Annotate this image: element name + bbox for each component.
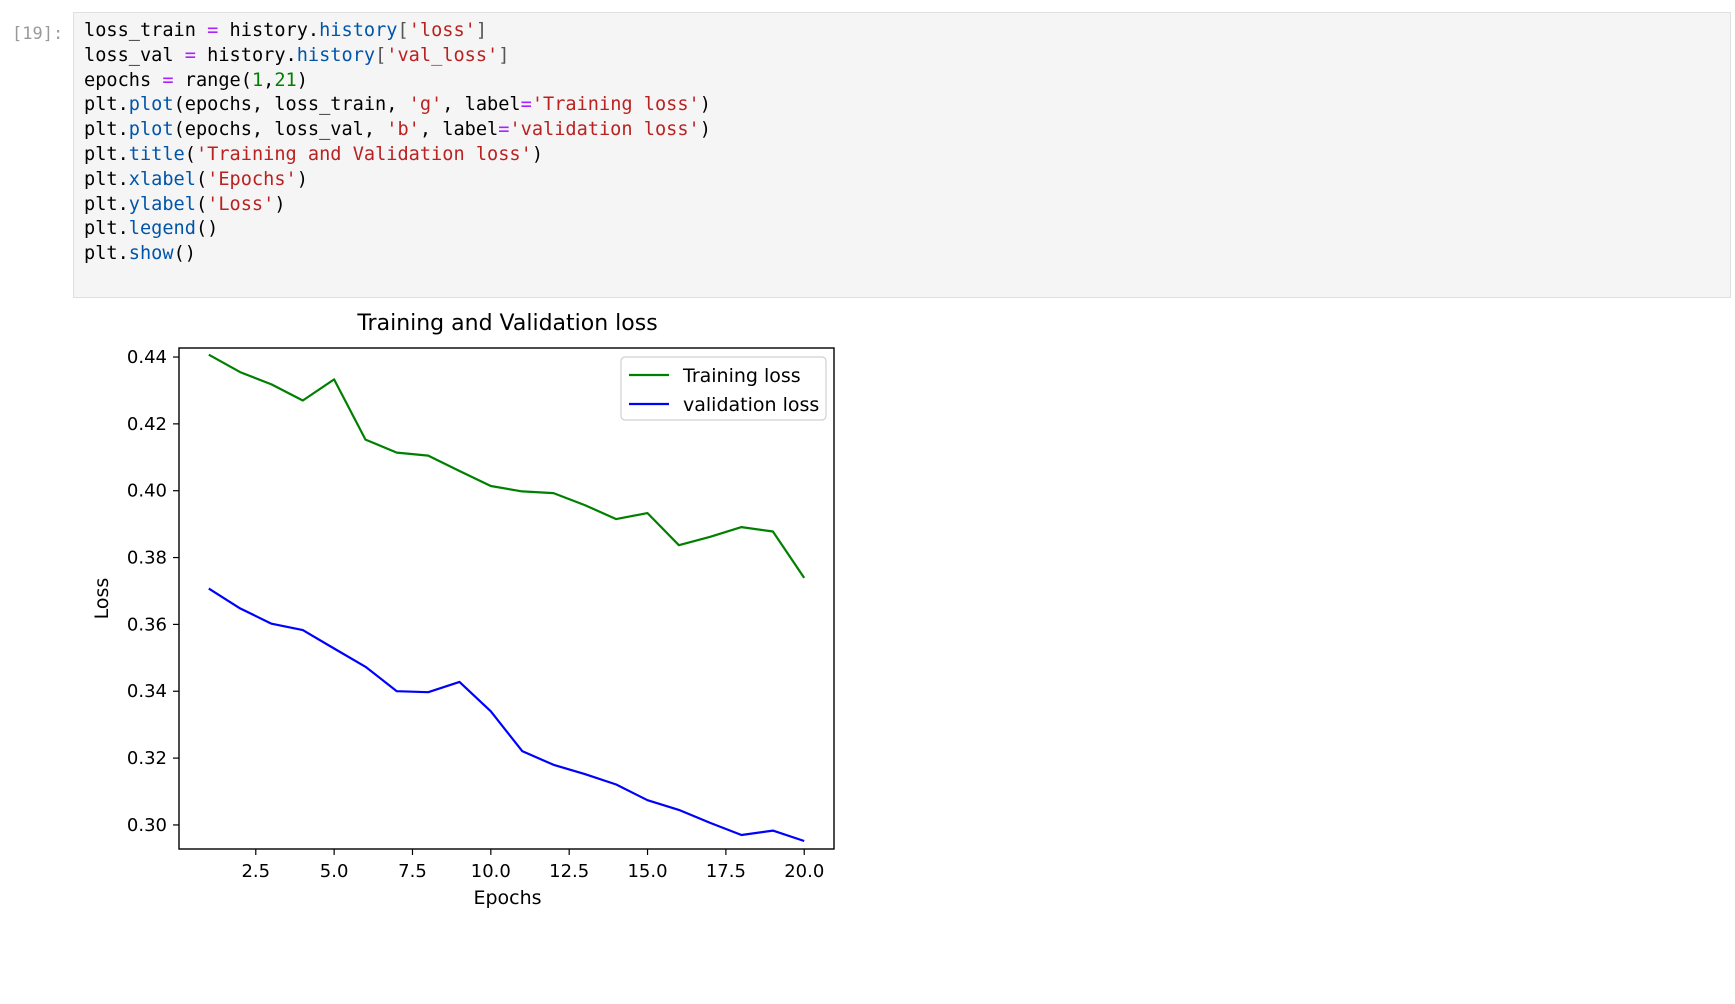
code-token xyxy=(151,70,162,91)
code-token: , xyxy=(263,70,274,91)
code-token: 21 xyxy=(274,70,296,91)
code-token: [ xyxy=(375,45,386,66)
code-token: [ xyxy=(397,20,408,41)
y-tick-label: 0.40 xyxy=(127,481,167,502)
x-axis-label: Epochs xyxy=(473,887,541,909)
y-tick-label: 0.38 xyxy=(127,548,167,569)
code-token: 'loss' xyxy=(409,20,476,41)
code-token: epochs xyxy=(84,70,151,91)
code-line: plt.title('Training and Validation loss'… xyxy=(84,142,543,168)
chart-title: Training and Validation loss xyxy=(356,311,657,336)
code-token: ] xyxy=(498,45,509,66)
plot-frame xyxy=(179,348,834,849)
code-token: plt. xyxy=(84,94,129,115)
code-token: loss_train xyxy=(84,20,196,41)
code-token: plt. xyxy=(84,144,129,165)
code-token: , label xyxy=(442,94,520,115)
code-token: = xyxy=(162,70,173,91)
code-token: legend xyxy=(129,218,196,239)
code-token: ] xyxy=(476,20,487,41)
code-token: ) xyxy=(700,119,711,140)
code-token: plt. xyxy=(84,119,129,140)
code-token: 'Training loss' xyxy=(532,94,700,115)
code-token: 'Epochs' xyxy=(207,169,297,190)
code-token: history. xyxy=(196,45,297,66)
code-token: 'validation loss' xyxy=(509,119,699,140)
code-token: 'Training and Validation loss' xyxy=(196,144,532,165)
code-token: , label xyxy=(420,119,498,140)
y-tick-label: 0.36 xyxy=(127,614,167,635)
code-token: ( xyxy=(196,169,207,190)
code-token: plt. xyxy=(84,169,129,190)
code-token: title xyxy=(129,144,185,165)
code-token: loss_val xyxy=(84,45,174,66)
x-tick-label: 12.5 xyxy=(549,861,589,882)
y-tick-label: 0.30 xyxy=(127,815,167,836)
code-token: plt. xyxy=(84,243,129,264)
loss-chart: Training and Validation loss 2.5 5.0 7.5 10.… xyxy=(73,300,953,1000)
legend-label: validation loss xyxy=(683,394,819,416)
code-line: loss_train = history.history['loss'] xyxy=(84,18,487,44)
x-tick-label: 20.0 xyxy=(784,861,824,882)
y-tick-label: 0.42 xyxy=(127,414,167,435)
code-token: = xyxy=(185,45,196,66)
code-line: plt.plot(epochs, loss_train, 'g', label=… xyxy=(84,92,711,118)
legend-label: Training loss xyxy=(682,365,801,387)
x-tick-label: 7.5 xyxy=(398,861,427,882)
code-token: plt. xyxy=(84,194,129,215)
cell-output: Training and Validation loss 2.5 5.0 7.5 10.… xyxy=(73,300,953,1000)
code-token: plt. xyxy=(84,218,129,239)
code-token: ) xyxy=(297,70,308,91)
y-axis-label: Loss xyxy=(91,578,113,620)
x-tick-label: 10.0 xyxy=(471,861,511,882)
code-token: history. xyxy=(218,20,319,41)
code-line: plt.ylabel('Loss') xyxy=(84,192,286,218)
code-token: () xyxy=(174,243,196,264)
code-token: ) xyxy=(700,94,711,115)
x-tick-label: 15.0 xyxy=(627,861,667,882)
code-token: 'Loss' xyxy=(207,194,274,215)
code-token xyxy=(174,45,185,66)
code-line: plt.show() xyxy=(84,241,196,267)
code-line: plt.legend() xyxy=(84,216,218,242)
code-token: ( xyxy=(196,194,207,215)
code-token: () xyxy=(196,218,218,239)
code-line: epochs = range(1,21) xyxy=(84,68,308,94)
code-token: 'g' xyxy=(409,94,443,115)
y-tick-label: 0.32 xyxy=(127,748,167,769)
code-editor[interactable]: loss_train = history.history['loss']loss… xyxy=(73,12,1731,298)
code-token xyxy=(196,20,207,41)
code-token: 1 xyxy=(252,70,263,91)
code-token: history xyxy=(319,20,397,41)
series-line-validation xyxy=(209,589,804,841)
code-token: ) xyxy=(274,194,285,215)
y-tick-label: 0.44 xyxy=(127,347,167,368)
code-token: xlabel xyxy=(129,169,196,190)
x-tick-label: 17.5 xyxy=(706,861,746,882)
code-token: = xyxy=(521,94,532,115)
code-token: 'val_loss' xyxy=(386,45,498,66)
execution-count: [19]: xyxy=(12,24,68,44)
code-token: plot xyxy=(129,94,174,115)
x-tick-label: 2.5 xyxy=(241,861,270,882)
code-line: loss_val = history.history['val_loss'] xyxy=(84,43,509,69)
code-token: 'b' xyxy=(386,119,420,140)
code-token: = xyxy=(498,119,509,140)
code-line: plt.plot(epochs, loss_val, 'b', label='v… xyxy=(84,117,711,143)
y-tick-label: 0.34 xyxy=(127,681,167,702)
code-token: = xyxy=(207,20,218,41)
code-token: ) xyxy=(532,144,543,165)
code-line: plt.xlabel('Epochs') xyxy=(84,167,308,193)
code-token: ) xyxy=(297,169,308,190)
code-token: range( xyxy=(174,70,252,91)
code-token: (epochs, loss_train, xyxy=(174,94,409,115)
code-token: ylabel xyxy=(129,194,196,215)
code-token: show xyxy=(129,243,174,264)
x-tick-label: 5.0 xyxy=(320,861,349,882)
code-token: (epochs, loss_val, xyxy=(174,119,387,140)
code-token: history xyxy=(297,45,375,66)
code-token: ( xyxy=(185,144,196,165)
code-token: plot xyxy=(129,119,174,140)
